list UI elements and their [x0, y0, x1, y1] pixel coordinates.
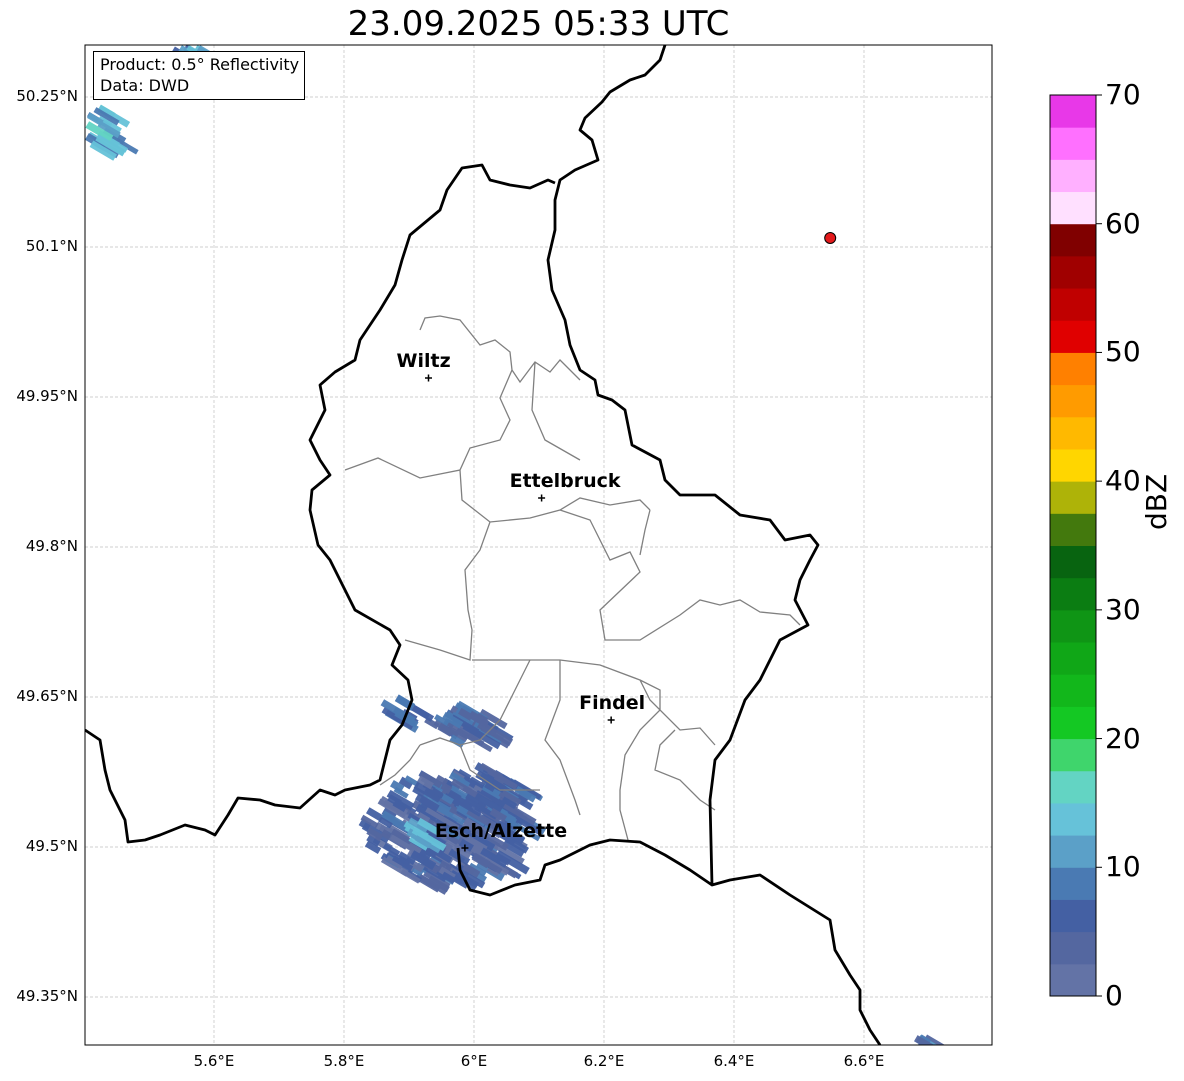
lat-tick-label: 49.5°N [25, 837, 78, 855]
lon-tick-label: 6.6°E [843, 1052, 885, 1070]
colorbar-segment [1050, 642, 1096, 675]
product-info-box: Product: 0.5° Reflectivity Data: DWD [93, 51, 306, 100]
colorbar-tick-label: 60 [1105, 206, 1141, 240]
dbz-colorbar [1049, 94, 1102, 997]
city-marker [538, 494, 546, 502]
graticule [85, 45, 992, 1045]
city-label: Findel [579, 692, 646, 714]
data-source-label: Data: DWD [100, 76, 190, 95]
colorbar-segment [1050, 416, 1096, 450]
lat-tick-label: 50.1°N [25, 237, 78, 255]
colorbar-tick-label: 0 [1105, 979, 1123, 1012]
colorbar-segment [1050, 835, 1096, 868]
colorbar-segment [1050, 867, 1096, 900]
country-borders [85, 45, 882, 1045]
colorbar-segment [1050, 802, 1096, 836]
city-label: Ettelbruck [509, 470, 621, 492]
colorbar-tick-label: 30 [1105, 592, 1141, 626]
colorbar-segment [1050, 384, 1096, 418]
colorbar-segment [1050, 288, 1096, 321]
colorbar-segment [1050, 738, 1096, 772]
colorbar-segment [1050, 159, 1096, 193]
colorbar-tick-label: 70 [1105, 78, 1141, 111]
colorbar-segment [1050, 931, 1096, 965]
colorbar-label: dBZ [1140, 473, 1173, 530]
lon-tick-label: 5.6°E [193, 1052, 235, 1070]
colorbar-segment [1050, 352, 1096, 386]
colorbar-segment [1050, 481, 1096, 514]
colorbar-tick-label: 20 [1105, 721, 1141, 755]
colorbar-segment [1050, 545, 1096, 579]
colorbar-segment [1050, 706, 1096, 740]
lon-tick-label: 6°E [460, 1052, 488, 1070]
colorbar-tick-label: 40 [1105, 464, 1141, 498]
map-title: 23.09.2025 05:33 UTC [347, 4, 730, 44]
colorbar-segment [1050, 609, 1096, 643]
colorbar-segment [1050, 255, 1096, 289]
lat-tick-label: 50.25°N [16, 87, 78, 105]
lat-tick-label: 49.95°N [16, 387, 78, 405]
product-label: Product: 0.5° Reflectivity [100, 55, 300, 74]
colorbar-segment [1050, 320, 1096, 353]
lon-tick-label: 6.2°E [583, 1052, 625, 1070]
colorbar-segment [1050, 448, 1096, 482]
lat-tick-label: 49.65°N [16, 687, 78, 705]
colorbar-segment [1050, 95, 1096, 128]
city-label: Esch/Alzette [434, 820, 568, 842]
city-marker [461, 844, 469, 852]
colorbar-tick-label: 10 [1105, 850, 1141, 884]
lat-tick-label: 49.8°N [25, 537, 78, 555]
colorbar-segment [1050, 223, 1096, 257]
lat-tick-label: 49.35°N [16, 987, 78, 1005]
city-marker [425, 374, 432, 382]
reflectivity-echoes [85, 45, 946, 1045]
colorbar-segment [1050, 674, 1096, 707]
lon-tick-label: 6.4°E [713, 1052, 755, 1070]
map-frame [84, 44, 993, 1046]
colorbar-segment [1050, 963, 1096, 997]
colorbar-segment [1050, 127, 1096, 160]
colorbar-segment [1050, 770, 1096, 804]
lon-tick-label: 5.8°E [323, 1052, 365, 1070]
city-label: Wiltz [396, 350, 451, 372]
radar-site-marker[interactable] [824, 232, 837, 244]
city-markers [425, 374, 615, 852]
colorbar-segment [1050, 513, 1096, 546]
colorbar-segment [1050, 577, 1096, 611]
colorbar-tick-label: 50 [1105, 335, 1141, 369]
city-marker [607, 716, 615, 724]
colorbar-segment [1050, 899, 1096, 933]
canton-boundaries [344, 315, 801, 841]
colorbar-segment [1050, 191, 1096, 225]
